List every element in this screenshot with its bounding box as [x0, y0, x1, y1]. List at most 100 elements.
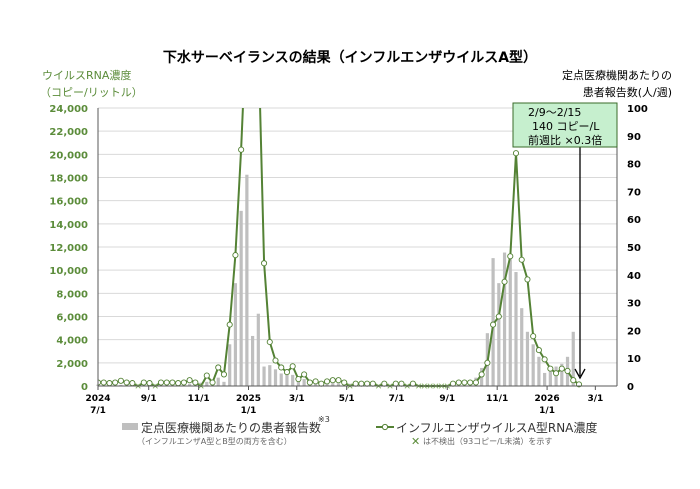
- x-tick-label: 9/1: [439, 394, 455, 404]
- data-point: [541, 356, 548, 363]
- data-point: [501, 278, 508, 285]
- data-point: [140, 379, 147, 386]
- legend-bar-note-mark: ※3: [318, 415, 330, 424]
- left-axis-ticks: 0 2,000 4,000 6,000 8,000 10,000 12,000 14,000 1…: [49, 104, 88, 393]
- bar: [497, 283, 501, 386]
- bar: [571, 331, 575, 386]
- left-tick-label: 24,000: [49, 104, 88, 115]
- data-point: [272, 357, 279, 364]
- x-tick-sublabel: 1/1: [241, 406, 257, 416]
- data-point: [203, 372, 210, 379]
- data-point: [226, 321, 233, 328]
- annotation-line3: 前週比 ×0.3倍: [528, 133, 602, 147]
- bar: [239, 210, 243, 386]
- bar: [119, 384, 123, 386]
- data-point: [306, 379, 313, 386]
- x-tick-label: 11/1: [486, 394, 508, 404]
- left-tick-label: 8,000: [56, 289, 88, 300]
- right-tick-label: 50: [627, 243, 641, 254]
- bar: [251, 335, 255, 386]
- data-point: [215, 364, 222, 371]
- bar: [268, 365, 272, 386]
- data-point: [289, 363, 296, 370]
- bar: [228, 344, 232, 386]
- x-tick-sublabel: 7/1: [90, 406, 106, 416]
- left-tick-label: 2,000: [56, 359, 88, 370]
- bar: [256, 313, 260, 386]
- data-point: [558, 365, 565, 372]
- data-point: [232, 252, 239, 259]
- data-point: [220, 371, 228, 378]
- left-tick-label: 20,000: [49, 150, 88, 161]
- data-point: [329, 377, 336, 384]
- x-tick-label: 9/1: [141, 394, 157, 404]
- x-tick-label: 2024: [85, 394, 110, 404]
- data-point: [278, 364, 285, 371]
- data-point: [157, 379, 165, 386]
- x-tick-label: 2026: [535, 394, 560, 404]
- bar: [331, 383, 335, 386]
- data-point: [484, 359, 491, 366]
- data-point: [530, 333, 537, 340]
- data-point: [163, 379, 170, 386]
- gridlines: [98, 107, 617, 364]
- data-point: [512, 150, 520, 157]
- data-point: [117, 377, 124, 384]
- right-tick-label: 80: [627, 160, 641, 171]
- bar: [508, 255, 512, 386]
- right-tick-label: 40: [627, 271, 641, 282]
- bar: [514, 272, 518, 386]
- bar: [188, 383, 192, 386]
- data-point: [244, 13, 249, 18]
- right-axis-title-line2: 患者報告数(人/週): [583, 86, 672, 99]
- data-point: [495, 313, 502, 320]
- legend-not-detected-x-icon: ✕: [411, 435, 420, 448]
- data-point: [112, 379, 119, 386]
- data-point: [455, 379, 462, 386]
- bar: [245, 174, 249, 386]
- line-series: [98, 13, 583, 389]
- right-tick-label: 60: [627, 215, 641, 226]
- data-point: [123, 379, 130, 386]
- bar: [336, 383, 341, 386]
- left-tick-label: 22,000: [49, 127, 88, 138]
- right-tick-label: 90: [627, 132, 641, 143]
- data-point: [467, 379, 474, 386]
- right-tick-label: 30: [627, 299, 641, 310]
- x-tick-label: 11/1: [188, 394, 210, 404]
- data-point: [472, 379, 479, 386]
- x-tick-label: 3/1: [587, 394, 603, 404]
- x-tick-label: 3/1: [289, 394, 305, 404]
- right-tick-label: 20: [627, 326, 641, 337]
- left-axis-title-line1: ウイルスRNA濃度: [42, 68, 131, 82]
- bar: [262, 366, 266, 386]
- data-point: [461, 379, 468, 386]
- data-point: [518, 256, 525, 263]
- bar: [560, 363, 564, 386]
- left-tick-label: 16,000: [49, 197, 88, 208]
- bar: [531, 344, 535, 386]
- bar: [520, 308, 524, 386]
- x-tick-sublabel: 1/1: [539, 406, 555, 416]
- data-point: [256, 36, 261, 41]
- annotation-line2: 140 コピー/L: [532, 120, 600, 133]
- data-point: [106, 380, 113, 387]
- bar: [543, 372, 547, 386]
- data-point: [129, 380, 136, 387]
- bar: [548, 369, 552, 386]
- right-tick-label: 100: [627, 104, 648, 115]
- data-point: [312, 378, 319, 385]
- annotation: 2/9～2/15 140 コピー/L 前週比 ×0.3倍: [512, 102, 618, 380]
- data-point: [261, 260, 268, 267]
- data-point: [192, 379, 199, 386]
- data-point: [180, 379, 187, 386]
- left-tick-label: 0: [81, 382, 88, 393]
- bar: [279, 373, 283, 386]
- data-point: [341, 379, 348, 386]
- bar: [502, 252, 507, 386]
- left-tick-label: 12,000: [49, 243, 88, 254]
- x-tick-label: 2025: [236, 394, 261, 404]
- bar: [273, 369, 278, 386]
- legend: 定点医療機関あたりの患者報告数 ※3 （インフルエンザA型とB型の両方を含む） …: [122, 415, 597, 448]
